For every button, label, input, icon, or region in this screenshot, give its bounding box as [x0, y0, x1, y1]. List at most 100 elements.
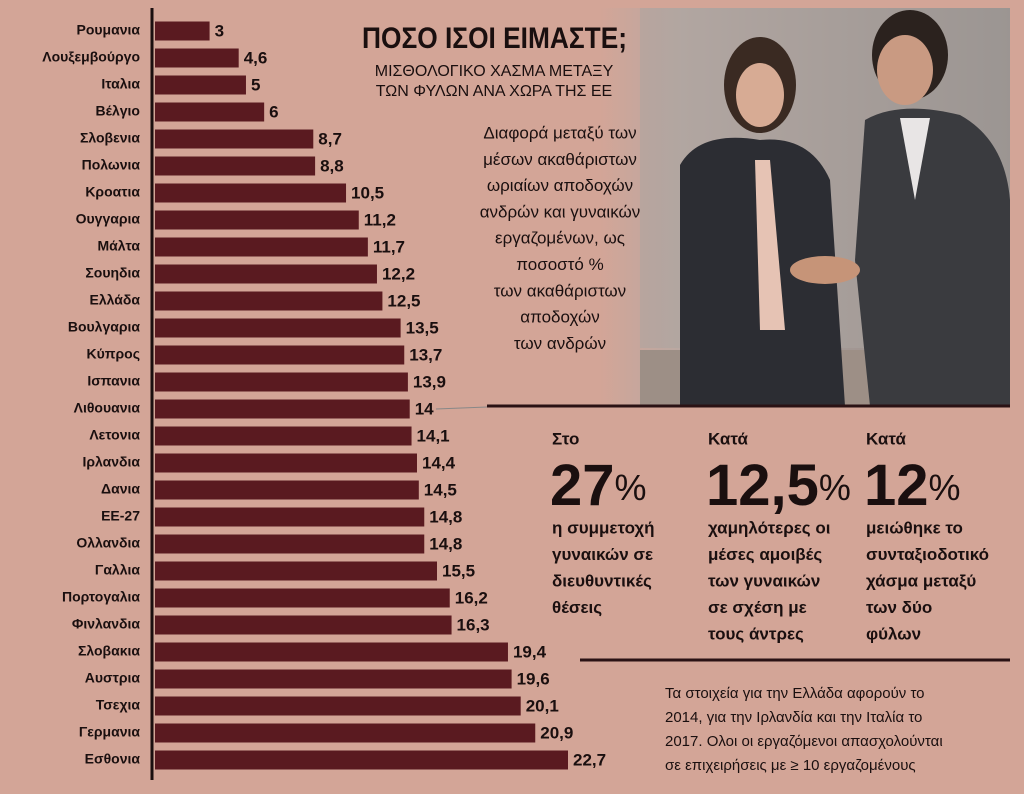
value-label: 22,7 — [573, 750, 606, 769]
category-label: Λετονια — [89, 427, 140, 443]
bar — [155, 669, 512, 689]
stat-text: σε σχέση με — [708, 598, 807, 617]
category-label: Κύπρος — [87, 346, 140, 362]
category-label: Γερμανια — [79, 724, 141, 740]
stat-unit: % — [929, 467, 961, 508]
value-label: 12,5 — [387, 291, 420, 310]
stat-lead: Στο — [552, 429, 579, 448]
description: των ακαθάριστων — [494, 281, 626, 300]
bar — [155, 372, 408, 392]
category-label: Σλοβενια — [80, 130, 140, 146]
footnote: 2017. Ολοι οι εργαζόμενοι απασχολούνται — [665, 733, 943, 750]
value-label: 16,2 — [455, 588, 488, 607]
bar — [155, 696, 521, 716]
stat-text: φύλων — [866, 624, 921, 643]
bar — [155, 264, 377, 284]
category-label: Φινλανδια — [72, 616, 141, 632]
stat-unit: % — [819, 467, 851, 508]
value-label: 16,3 — [457, 615, 490, 634]
value-label: 14 — [415, 399, 434, 418]
category-label: Βέλγιο — [96, 103, 140, 119]
category-label: Ουγγαρια — [76, 211, 141, 227]
footnote: 2014, για την Ιρλανδία και την Ιταλία το — [665, 709, 922, 726]
bar — [155, 129, 314, 149]
bar — [155, 210, 359, 230]
value-label: 8,8 — [320, 156, 344, 175]
category-label: Ολλανδια — [76, 535, 140, 551]
stat-value: 12 — [864, 453, 929, 518]
category-label: Σουηδια — [85, 265, 140, 281]
stat-lead: Κατά — [708, 429, 748, 448]
category-label: Πορτογαλια — [62, 589, 140, 605]
category-label: Αυστρια — [85, 670, 141, 686]
stat-value: 27 — [550, 453, 615, 518]
description: ανδρών και γυναικών — [480, 202, 641, 221]
value-label: 14,4 — [422, 453, 456, 472]
value-label: 15,5 — [442, 561, 475, 580]
bar — [155, 21, 210, 41]
stat-number: 12,5% — [706, 453, 851, 518]
bar — [155, 453, 417, 473]
stat-number: 12% — [864, 453, 961, 518]
stat-unit: % — [615, 467, 647, 508]
category-label: Ιρλανδια — [82, 454, 140, 470]
value-label: 14,5 — [424, 480, 457, 499]
category-label: Βουλγαρια — [68, 319, 141, 335]
bar — [155, 345, 405, 365]
title: ΠΟΣΟ ΙΣΟΙ ΕΙΜΑΣΤΕ; — [362, 22, 627, 55]
stat-text: θέσεις — [552, 598, 602, 617]
category-label: Μάλτα — [97, 238, 140, 254]
value-label: 4,6 — [244, 48, 268, 67]
description: ποσοστό % — [516, 255, 603, 274]
stat-text: συνταξιοδοτικό — [866, 545, 989, 564]
stat-text: των δύο — [866, 598, 932, 617]
bar — [155, 507, 425, 527]
category-label: Λιθουανια — [74, 400, 141, 416]
value-label: 14,8 — [429, 507, 462, 526]
value-label: 3 — [215, 21, 224, 40]
bar — [155, 48, 239, 68]
value-label: 13,9 — [413, 372, 446, 391]
stat-lead: Κατά — [866, 429, 906, 448]
category-label: Ελλάδα — [90, 292, 141, 308]
stat-text: μέσες αμοιβές — [708, 545, 822, 564]
category-label: Τσεχια — [96, 697, 141, 713]
category-label: ΕΕ-27 — [101, 508, 140, 524]
subtitle: ΜΙΣΘΟΛΟΓΙΚΟ ΧΑΣΜΑ ΜΕΤΑΞΥ — [375, 63, 614, 80]
stat-text: των γυναικών — [708, 571, 820, 590]
category-label: Σλοβακια — [78, 643, 140, 659]
bar — [155, 291, 383, 311]
photo — [600, 8, 1010, 407]
stat-text: χαμηλότερες οι — [708, 518, 831, 537]
description: μέσων ακαθάριστων — [483, 150, 637, 169]
stat-number: 27% — [550, 453, 647, 518]
bar — [155, 561, 438, 581]
value-label: 6 — [269, 102, 278, 121]
bar — [155, 237, 368, 257]
value-label: 13,7 — [409, 345, 442, 364]
value-label: 19,6 — [517, 669, 550, 688]
bar — [155, 426, 412, 446]
subtitle: ΤΩΝ ΦΥΛΩΝ ΑΝΑ ΧΩΡΑ ΤΗΣ ΕΕ — [376, 83, 612, 100]
description: εργαζομένων, ως — [495, 229, 625, 248]
stat-text: διευθυντικές — [552, 571, 652, 590]
stat-text: τους άντρες — [708, 624, 804, 643]
category-label: Πολωνια — [82, 157, 141, 173]
value-label: 14,1 — [417, 426, 450, 445]
stat-text: μειώθηκε το — [866, 518, 963, 537]
bar — [155, 183, 347, 203]
bar — [155, 534, 425, 554]
stat-text: γυναικών σε — [552, 545, 653, 564]
bar — [155, 642, 508, 662]
description: ωριαίων αποδοχών — [487, 176, 633, 195]
stat-text: η συμμετοχή — [552, 518, 655, 537]
connector — [435, 406, 488, 410]
stat-value: 12,5 — [706, 453, 819, 518]
bar — [155, 615, 452, 635]
bar — [155, 588, 450, 608]
value-label: 19,4 — [513, 642, 547, 661]
value-label: 14,8 — [429, 534, 462, 553]
value-label: 10,5 — [351, 183, 384, 202]
category-label: Λουξεμβούργο — [42, 49, 140, 65]
